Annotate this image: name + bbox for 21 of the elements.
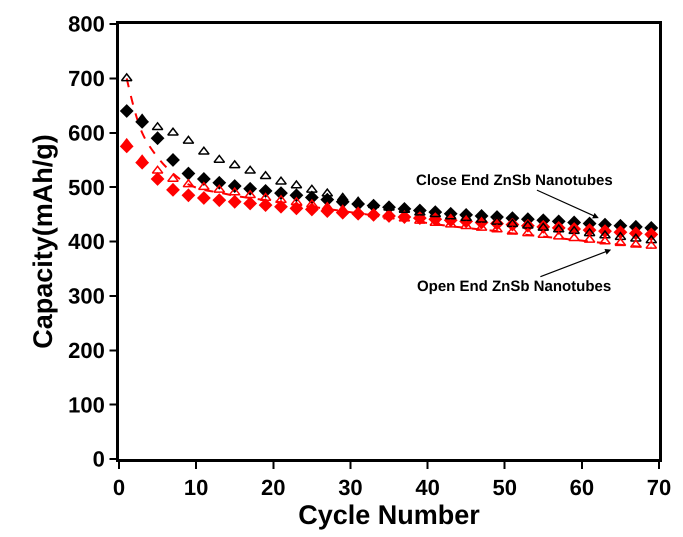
annotation: Open End ZnSb Nanotubes — [417, 278, 612, 295]
x-tick-label: 70 — [646, 475, 672, 500]
y-tick-label: 100 — [68, 392, 105, 418]
y-tick-label: 0 — [92, 446, 105, 472]
y-tick-label: 400 — [68, 229, 105, 254]
x-tick-label: 30 — [338, 475, 363, 500]
y-tick-label: 800 — [68, 12, 105, 37]
x-tick-label: 20 — [261, 475, 286, 500]
y-tick-label: 200 — [68, 338, 105, 363]
y-tick-label: 700 — [68, 66, 105, 92]
y-tick-label: 600 — [68, 120, 105, 146]
x-tick-label: 0 — [112, 475, 126, 500]
x-axis-title: Cycle Number — [298, 500, 480, 530]
x-tick-label: 40 — [415, 475, 440, 500]
annotation: Close End ZnSb Nanotubes — [416, 172, 613, 189]
x-tick-label: 50 — [492, 475, 517, 500]
x-tick-label: 10 — [184, 475, 208, 500]
x-tick-label: 60 — [570, 475, 594, 500]
y-tick-label: 300 — [68, 284, 105, 309]
y-axis-title: Capacity(mAh/g) — [28, 134, 58, 349]
y-tick-label: 500 — [68, 174, 105, 200]
